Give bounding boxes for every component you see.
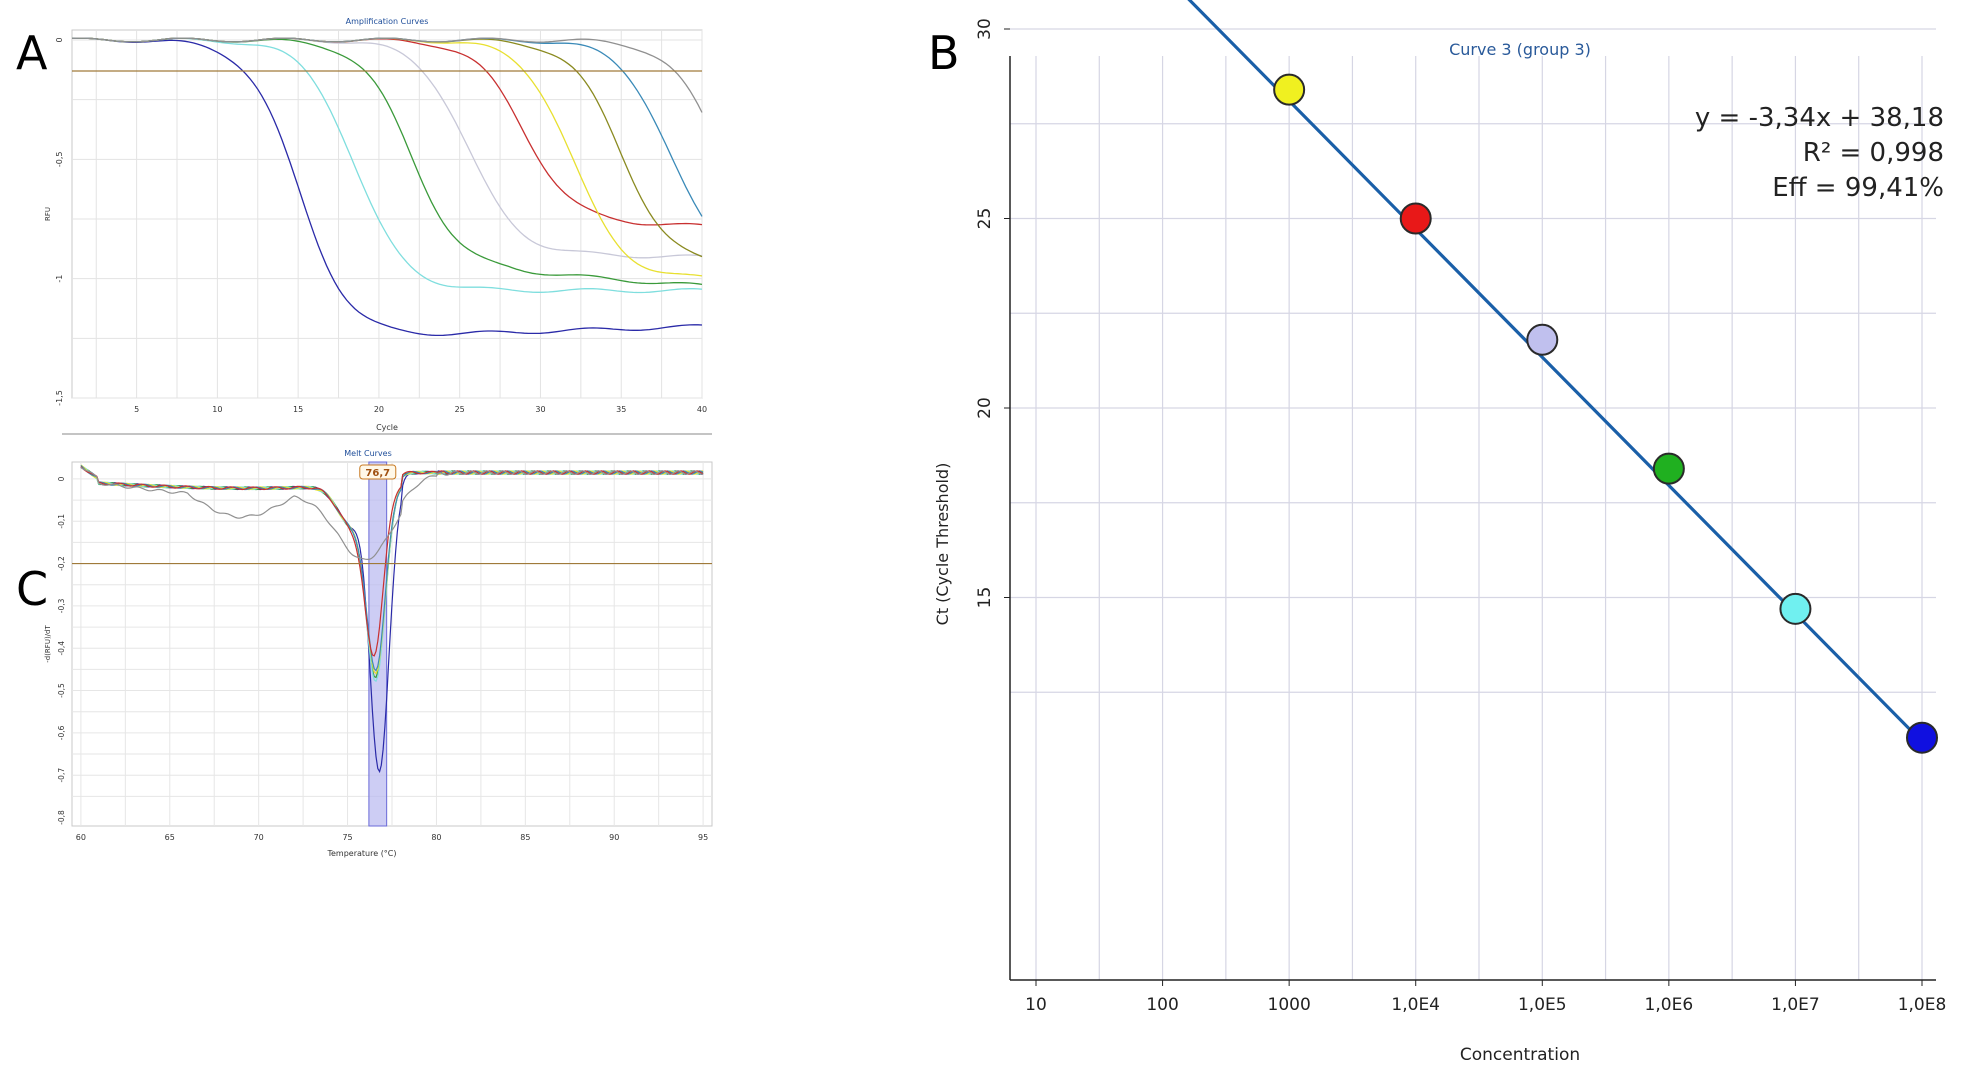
data-point <box>1399 202 1432 235</box>
y-axis-label-c: -d(RFU)/dT <box>44 625 52 663</box>
chart-title-b: Curve 3 (group 3) <box>1449 40 1591 59</box>
fit-line <box>1187 0 1924 743</box>
fit-annotation: Eff = 99,41% <box>1772 173 1944 203</box>
x-tick-label-c: 85 <box>520 833 530 842</box>
x-tick-label-a: 30 <box>535 405 545 414</box>
y-tick-label-c: 0 <box>57 476 66 481</box>
y-tick-label-a: -1,5 <box>55 390 64 406</box>
data-point <box>1906 721 1938 754</box>
y-axis-label-b: Ct (Cycle Threshold) <box>933 463 952 626</box>
fit-annotation: R² = 0,998 <box>1803 138 1944 168</box>
amplification-curve <box>71 37 703 113</box>
x-tick-label-c: 80 <box>431 833 441 842</box>
amplification-chart: Amplification Curves 5 10 15 20 25 30 35 40 0 -0,5… <box>44 17 712 435</box>
x-tick-label-a: 10 <box>212 405 222 414</box>
x-tick-label-c: 90 <box>609 833 619 842</box>
y-tick-label-c: -0,2 <box>57 556 66 571</box>
melt-curve <box>80 464 704 672</box>
x-tick-label-c: 75 <box>342 833 352 842</box>
x-tick-label-b: 1,0E5 <box>1518 995 1567 1015</box>
y-tick-label-a: 0 <box>55 37 64 42</box>
x-tick-label-a: 35 <box>616 405 626 414</box>
panel-label-b: B <box>928 26 960 80</box>
y-tick-label-c: -0,6 <box>57 725 66 740</box>
x-tick-label-b: 1,0E7 <box>1771 995 1820 1015</box>
x-tick-label-b: 1,0E4 <box>1391 995 1440 1015</box>
x-tick-label-a: 40 <box>697 405 707 414</box>
melt-chart: Melt Curves 76,7 60 65 70 75 80 85 90 95 0 -0,1 -0,2… <box>44 449 713 858</box>
x-tick-label-b: 1,0E8 <box>1898 995 1947 1015</box>
x-axis-label-b: Concentration <box>1460 1045 1580 1065</box>
panel-label-a: A <box>16 26 48 80</box>
x-tick-label-c: 60 <box>76 833 86 842</box>
data-point <box>1779 592 1812 625</box>
x-tick-label-a: 25 <box>455 405 465 414</box>
y-tick-label-a: -1 <box>55 275 64 283</box>
y-tick-label-c: -0,5 <box>57 683 66 698</box>
peak-label: 76,7 <box>365 468 390 479</box>
x-tick-label-a: 5 <box>134 405 139 414</box>
y-tick-label-b: 25 <box>975 208 995 230</box>
y-tick-label-c: -0,3 <box>57 598 66 613</box>
x-tick-label-a: 15 <box>293 405 303 414</box>
y-tick-label-b: 30 <box>975 18 995 40</box>
y-tick-label-c: -0,1 <box>57 514 66 529</box>
x-tick-label-b: 100 <box>1146 995 1178 1015</box>
y-tick-label-c: -0,7 <box>57 768 66 783</box>
amplification-curve <box>71 37 703 337</box>
y-tick-label-c: -0,8 <box>57 810 66 825</box>
y-tick-label-b: 20 <box>975 397 995 419</box>
x-tick-label-c: 70 <box>254 833 264 842</box>
y-tick-label-a: -0,5 <box>55 152 64 168</box>
panel-label-c: C <box>16 562 49 616</box>
x-tick-label-c: 95 <box>698 833 708 842</box>
y-axis-label-a: RFU <box>44 207 52 221</box>
x-tick-label-b: 10 <box>1025 995 1047 1015</box>
data-point <box>1652 452 1685 485</box>
fit-annotation: y = -3,34x + 38,18 <box>1695 103 1944 133</box>
x-tick-label-b: 1,0E6 <box>1645 995 1694 1015</box>
x-tick-label-a: 20 <box>374 405 384 414</box>
data-point <box>1273 73 1306 106</box>
y-tick-label-b: 15 <box>975 587 995 609</box>
x-axis-label-c: Temperature (°C) <box>326 849 396 858</box>
x-tick-label-c: 65 <box>165 833 175 842</box>
y-tick-label-c: -0,4 <box>57 641 66 656</box>
chart-title-a: Amplification Curves <box>346 17 429 26</box>
peak-label-box <box>359 464 397 480</box>
chart-title-c: Melt Curves <box>344 449 392 458</box>
melt-curve <box>80 466 704 561</box>
x-axis-label-a: Cycle <box>376 423 398 432</box>
data-point <box>1526 323 1559 356</box>
x-tick-label-b: 1000 <box>1268 995 1311 1015</box>
plot-area-b <box>1010 56 1936 980</box>
